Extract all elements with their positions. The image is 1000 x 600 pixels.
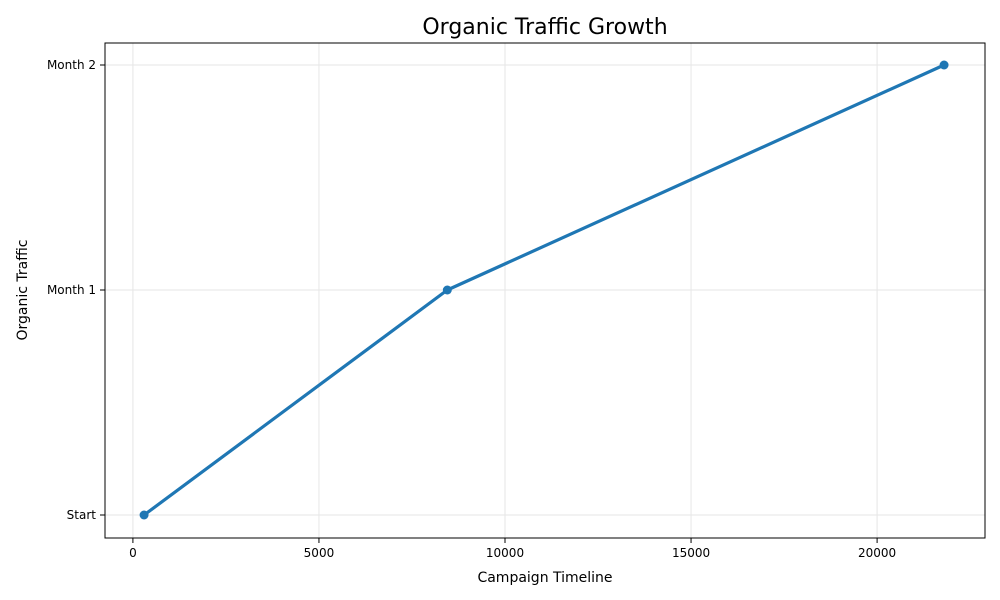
x-axis-label: Campaign Timeline [477, 570, 612, 586]
y-tick-label: Month 2 [47, 58, 96, 72]
x-tick-label: 5000 [304, 546, 335, 560]
x-tick-label: 10000 [486, 546, 524, 560]
series-layer [139, 60, 949, 520]
x-axis: 0 5000 10000 15000 20000 [129, 538, 896, 560]
x-tick-label: 20000 [858, 546, 896, 560]
x-tick-label: 0 [129, 546, 137, 560]
y-axis-label: Organic Traffic [15, 240, 31, 341]
y-tick-label: Month 1 [47, 283, 96, 297]
grid [105, 43, 985, 538]
chart-title: Organic Traffic Growth [422, 15, 667, 40]
data-point [939, 60, 949, 70]
data-point [139, 510, 149, 520]
y-axis: Start Month 1 Month 2 [47, 58, 105, 522]
x-tick-label: 15000 [672, 546, 710, 560]
y-tick-label: Start [67, 508, 97, 522]
data-point [442, 285, 452, 295]
